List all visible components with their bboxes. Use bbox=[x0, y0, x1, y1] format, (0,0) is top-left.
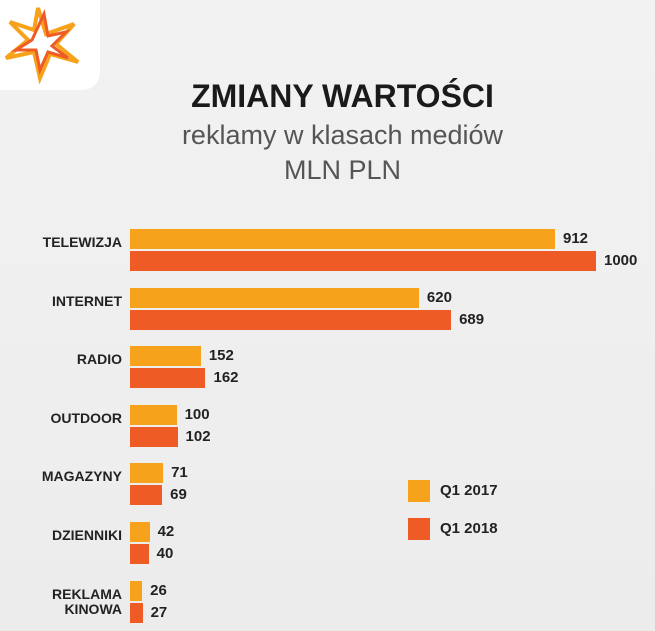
value-label: 152 bbox=[208, 347, 234, 365]
bar bbox=[130, 544, 149, 564]
category-label: REKLAMA KINOWA bbox=[52, 585, 122, 617]
legend-swatch bbox=[408, 518, 430, 540]
logo bbox=[0, 0, 100, 90]
category-label: TELEWIZJA bbox=[42, 234, 122, 250]
bar bbox=[130, 463, 164, 484]
category-label: OUTDOOR bbox=[50, 409, 122, 426]
bar bbox=[130, 404, 177, 425]
value-label: 71 bbox=[171, 464, 188, 482]
legend-label: Q1 2018 bbox=[440, 520, 498, 537]
chart-subtitle: reklamy w klasach mediów bbox=[181, 120, 504, 150]
legend-label: Q1 2017 bbox=[440, 482, 498, 499]
value-label: 26 bbox=[150, 581, 167, 599]
bar bbox=[130, 346, 201, 367]
value-label: 42 bbox=[157, 523, 175, 540]
value-label: 1000 bbox=[604, 252, 638, 269]
bar bbox=[130, 251, 596, 271]
bar bbox=[130, 287, 419, 308]
category-label: INTERNET bbox=[52, 292, 122, 309]
bar bbox=[130, 229, 555, 249]
value-label: 100 bbox=[184, 405, 210, 423]
bar bbox=[130, 602, 143, 623]
bar bbox=[130, 580, 143, 601]
chart-title: ZMIANY WARTOŚCI bbox=[191, 78, 494, 114]
value-label: 912 bbox=[562, 230, 589, 247]
legend-swatch bbox=[408, 480, 430, 502]
category-label: DZIENNIKI bbox=[52, 527, 122, 543]
value-label: 620 bbox=[426, 288, 452, 306]
value-label: 40 bbox=[156, 545, 174, 562]
value-label: 689 bbox=[459, 310, 485, 328]
bar bbox=[130, 522, 150, 542]
category-label: MAGAZYNY bbox=[41, 468, 122, 485]
value-label: 102 bbox=[185, 427, 211, 445]
value-label: 69 bbox=[170, 486, 187, 504]
category-label: RADIO bbox=[76, 351, 122, 368]
unit-label: MLN PLN bbox=[283, 155, 402, 185]
bar bbox=[130, 309, 452, 330]
value-label: 27 bbox=[150, 603, 168, 621]
value-label: 162 bbox=[213, 369, 239, 387]
bar bbox=[130, 426, 178, 447]
bar bbox=[130, 485, 163, 506]
bar bbox=[130, 368, 206, 389]
